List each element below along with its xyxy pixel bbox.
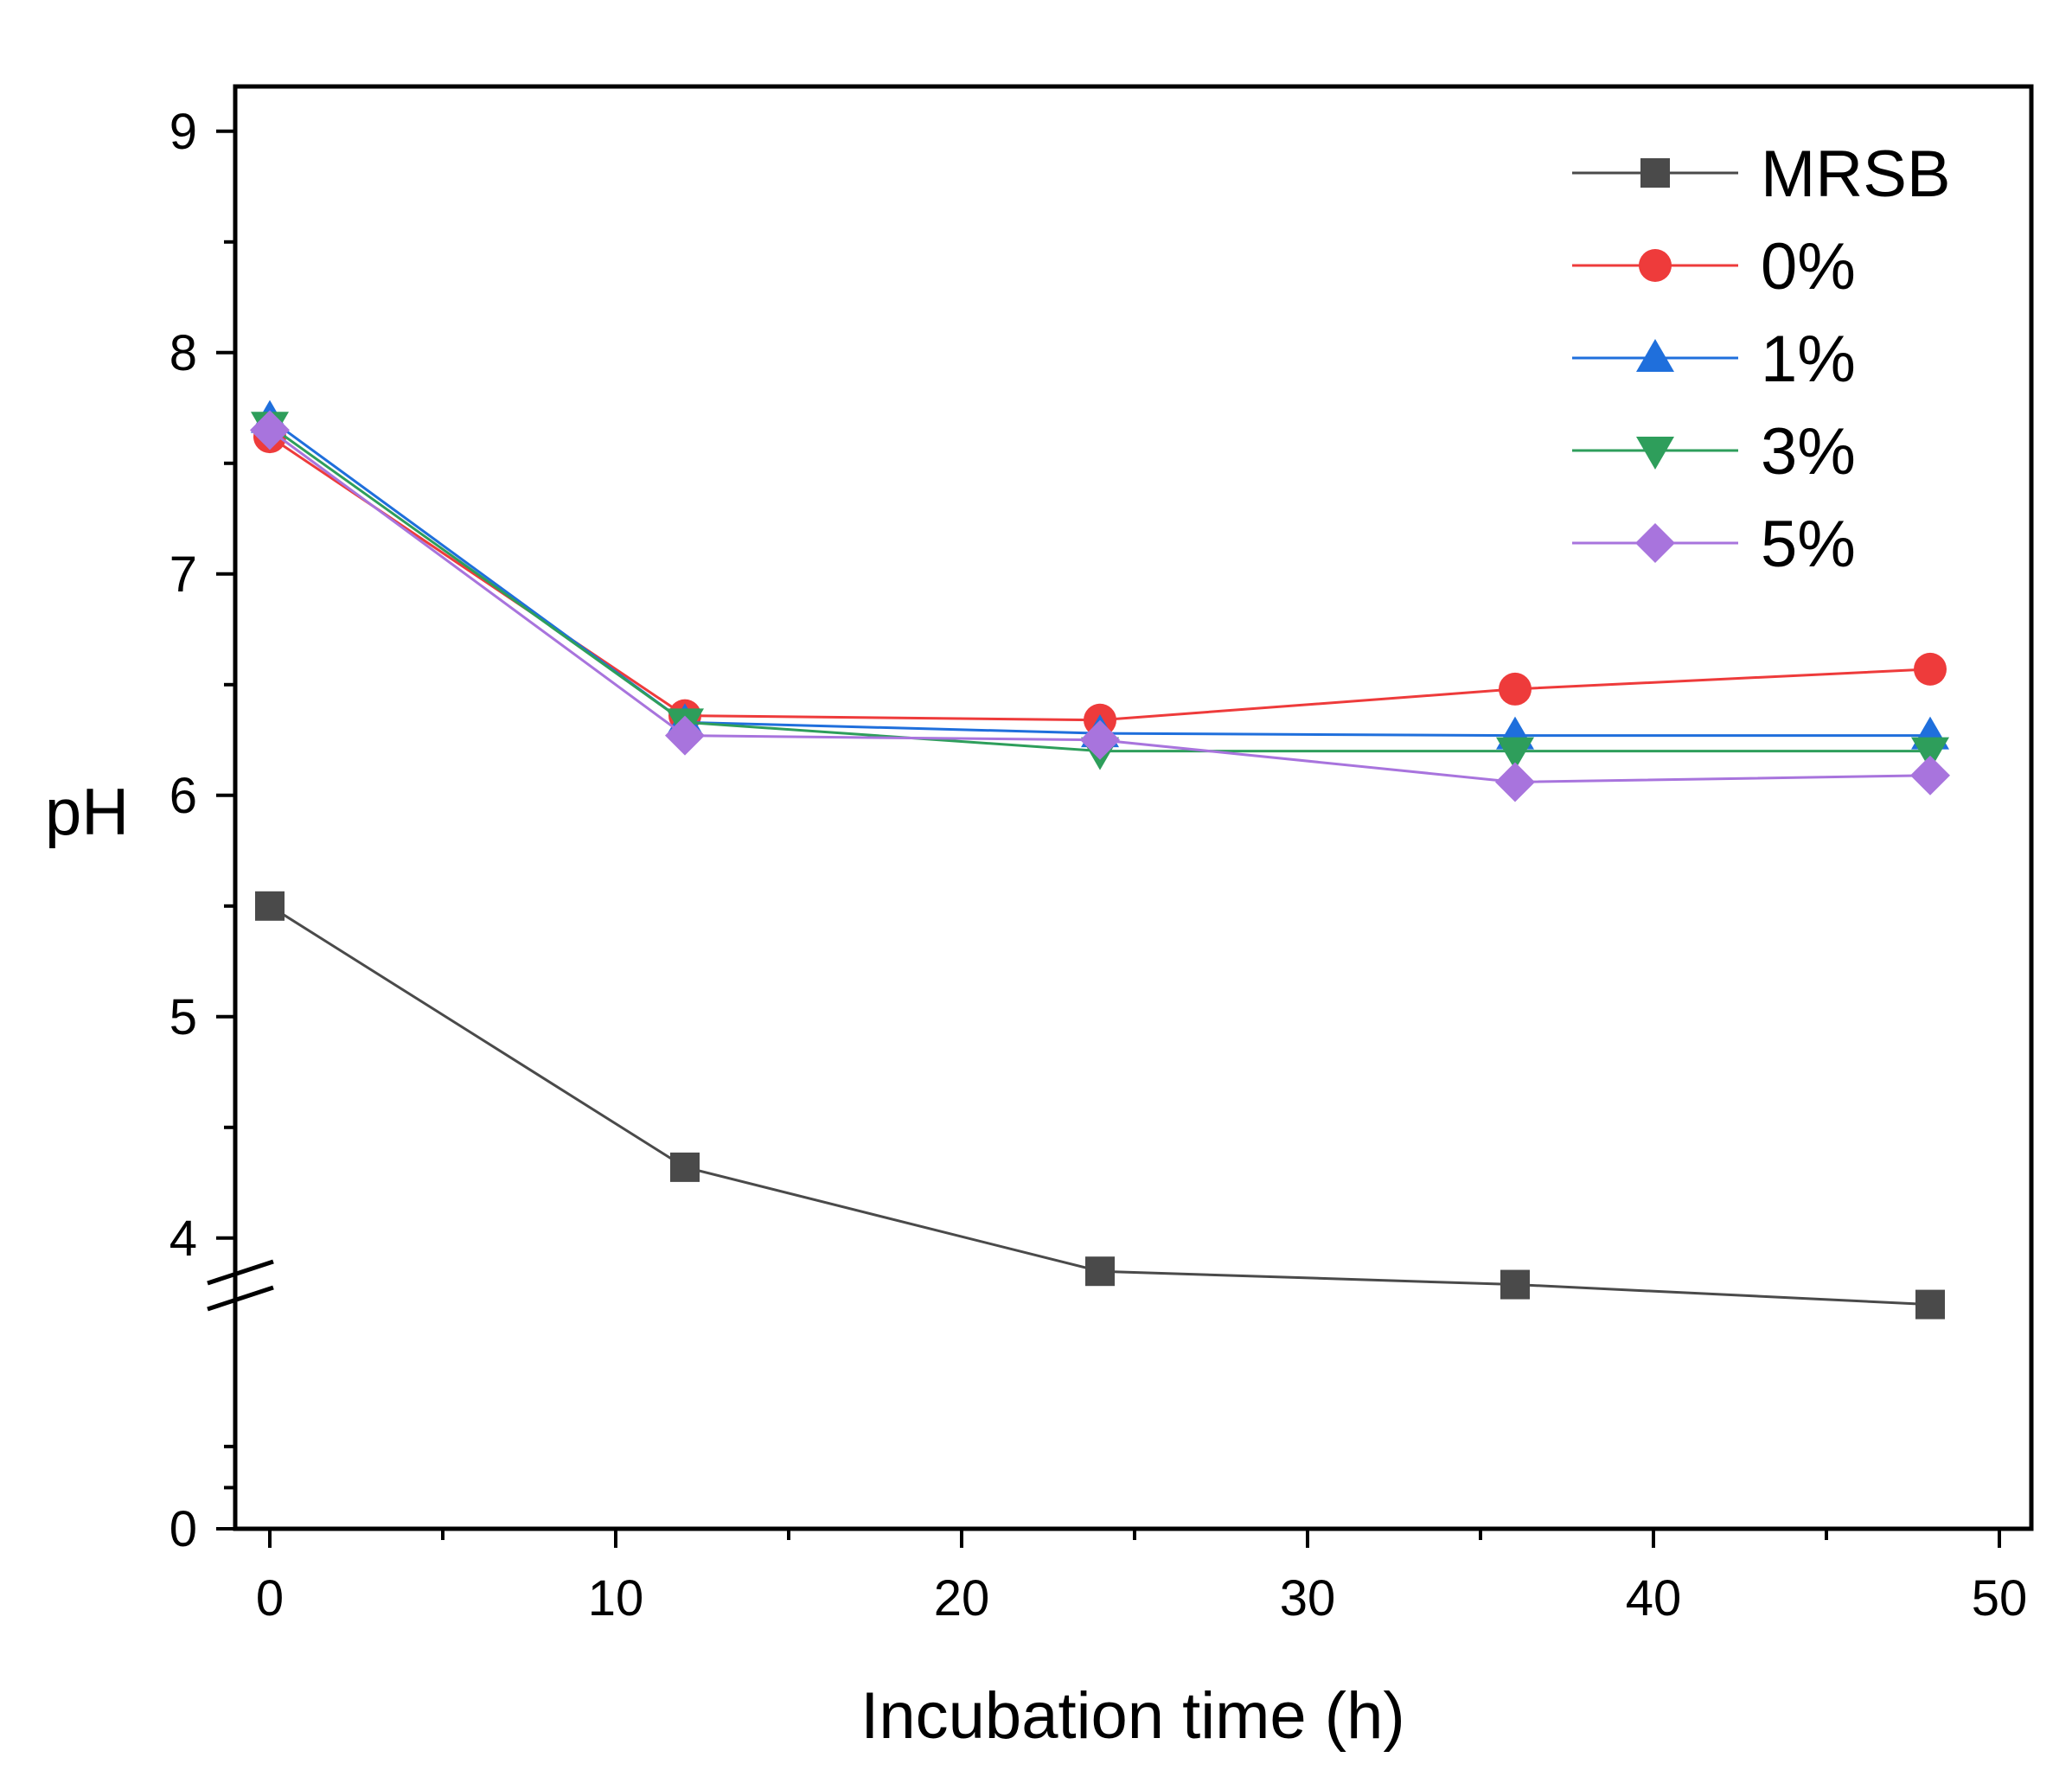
series-1pct [251,399,1949,750]
data-point-5pct [1495,762,1535,802]
series-line-0pct [269,435,1931,722]
data-point-mrsb [670,1152,700,1182]
data-point-mrsb [255,891,285,921]
data-point-5pct [665,715,705,756]
legend-marker-3pct [1636,437,1674,470]
y-tick-label: 8 [169,325,197,381]
data-point-5pct [250,410,290,451]
series-5pct [250,410,1950,802]
y-tick-label: 0 [169,1501,197,1557]
series-layer [250,399,1950,1320]
legend-marker-1pct [1636,339,1674,372]
axis-ticks: 0 10 20 30 40 50 0 4 5 6 7 8 9 [169,104,2028,1626]
data-point-mrsb [1915,1289,1945,1320]
data-point-mrsb [1085,1256,1115,1287]
legend-marker-mrsb [1640,158,1670,188]
legend-marker-0pct [1639,249,1672,282]
y-axis-title: pH [45,776,129,849]
series-0pct [253,420,1947,737]
y-tick-label: 9 [169,104,197,160]
series-line-mrsb [269,904,1931,1307]
y-tick-label: 7 [169,546,197,603]
legend-marker-5pct [1635,523,1675,563]
series-line-1pct [269,418,1930,738]
legend: MRSB 0% 1% 3% 5% [1572,137,1951,581]
series-line-3pct [269,425,1930,753]
x-tick-label: 30 [1280,1570,1336,1626]
data-point-0pct [1914,652,1947,686]
x-tick-label: 50 [1972,1570,2028,1626]
data-point-5pct [1910,755,1950,796]
x-tick-label: 10 [588,1570,644,1626]
legend-label-1pct: 1% [1761,323,1856,396]
x-tick-label: 40 [1626,1570,1682,1626]
series-mrsb [255,891,1945,1320]
axis-break-marker [207,1259,274,1312]
data-point-mrsb [1500,1269,1530,1300]
y-tick-label: 6 [169,768,197,824]
legend-label-3pct: 3% [1761,415,1856,489]
y-tick-label: 5 [169,989,197,1045]
legend-label-5pct: 5% [1761,508,1856,581]
legend-label-mrsb: MRSB [1761,137,1951,211]
data-point-3pct [1911,737,1949,770]
data-point-5pct [1080,719,1120,760]
data-point-3pct [1496,737,1534,770]
y-tick-label: 4 [169,1211,197,1267]
data-point-0pct [1499,672,1532,706]
x-axis-title: Incubation time (h) [860,1679,1404,1753]
x-tick-label: 0 [256,1570,284,1626]
legend-label-0pct: 0% [1761,230,1856,304]
x-tick-label: 20 [934,1570,990,1626]
